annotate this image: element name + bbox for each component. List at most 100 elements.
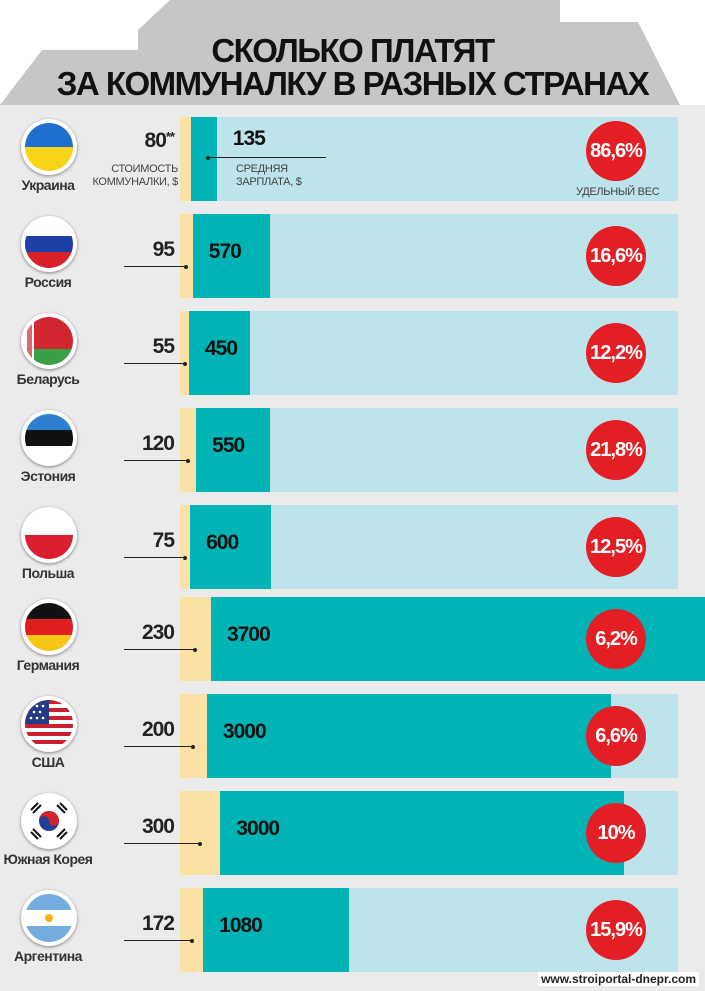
avg-salary-label: СРЕДНЯЯ ЗАРПЛАТА, $ (236, 163, 302, 188)
country-row: Беларусь 55 450 12,2% (0, 311, 705, 395)
salary-bar (190, 505, 271, 589)
country-name: США (31, 754, 65, 770)
argentina-flag-icon (21, 890, 77, 946)
utility-cost-bar (180, 505, 191, 589)
leader-dot (184, 264, 189, 269)
country-row: Эстония 120 550 21,8% (0, 408, 705, 492)
utility-leader-line (124, 843, 201, 844)
country-row: Германия 230 3700 6,2% (0, 597, 705, 681)
utility-leader-line (124, 460, 189, 461)
salary-value: 3700 (226, 623, 271, 646)
share-badge: 21,8% (586, 420, 646, 480)
share-badge: 15,9% (586, 900, 646, 960)
poland-flag-icon (21, 507, 77, 563)
usa-flag-icon (21, 696, 77, 752)
country-row: Россия 95 570 16,6% (0, 214, 705, 298)
country-row: США 200 3000 6,6% (0, 694, 705, 778)
estonia-flag-icon (21, 410, 77, 466)
utility-cost-number: 80 (144, 129, 167, 152)
utility-cost-label: СТОИМОСТЬ КОММУНАЛКИ, $ (92, 163, 178, 188)
utility-cost-value: 120 (124, 432, 175, 456)
utility-cost-bar (180, 791, 221, 875)
salary-value: 450 (205, 337, 238, 360)
utility-cost-value: 80** (124, 129, 176, 153)
share-badge: 6,6% (586, 706, 646, 766)
country-row: Южная Корея 300 3000 10% (0, 791, 705, 875)
country-row: Аргентина 172 1080 15,9% (0, 888, 705, 972)
utility-leader-line (124, 557, 186, 558)
country-name: Россия (24, 274, 72, 290)
salary-value: 135 (232, 127, 266, 150)
utility-cost-value: 230 (124, 621, 175, 645)
country-row: Украина 80** 135 86,6% (0, 117, 705, 201)
utility-cost-number: 75 (152, 529, 175, 552)
utility-leader-line (124, 266, 187, 267)
salary-bar (190, 117, 217, 201)
ukraine-flag-icon (21, 119, 77, 175)
utility-cost-number: 55 (152, 335, 175, 358)
leader-dot (198, 841, 203, 846)
leader-dot (183, 555, 188, 560)
utility-cost-bar (180, 117, 191, 201)
share-badge: 12,5% (586, 517, 646, 577)
germany-flag-icon (21, 599, 77, 655)
footnote-mark: ** (165, 129, 175, 144)
share-badge: 86,6% (586, 121, 646, 181)
country-name: Беларусь (16, 371, 80, 387)
watermark: www.stroiportal-dnepr.com (538, 972, 699, 986)
country-name: Аргентина (14, 948, 82, 964)
utility-cost-value: 95 (124, 238, 175, 262)
bar-track (180, 505, 678, 589)
utility-cost-number: 172 (141, 912, 175, 935)
utility-cost-bar (180, 311, 189, 395)
utility-cost-value: 55 (124, 335, 175, 359)
utility-cost-number: 230 (141, 621, 175, 644)
salary-bar (192, 214, 270, 298)
utility-cost-bar (180, 888, 204, 972)
utility-leader-line (124, 746, 194, 747)
salary-bar (189, 311, 250, 395)
salary-value: 570 (208, 240, 242, 263)
utility-cost-bar (180, 597, 211, 681)
salary-bar (206, 694, 611, 778)
utility-cost-number: 120 (141, 432, 175, 455)
leader-dot (186, 458, 191, 463)
leader-dot (191, 744, 196, 749)
country-row: Польша 75 600 12,5% (0, 505, 705, 589)
share-badge: 12,2% (586, 323, 646, 383)
country-name: Польша (21, 565, 75, 581)
utility-leader-line (208, 157, 326, 158)
utility-leader-line (124, 940, 192, 941)
salary-value: 3000 (236, 817, 280, 840)
salary-bar (203, 888, 349, 972)
utility-cost-number: 300 (141, 815, 175, 838)
salary-bar (196, 408, 271, 492)
salary-value: 600 (206, 531, 239, 554)
utility-cost-value: 172 (124, 912, 175, 936)
country-name: Германия (16, 657, 80, 673)
utility-leader-line (124, 363, 185, 364)
utility-cost-value: 75 (124, 529, 175, 553)
share-badge: 6,2% (586, 609, 646, 669)
leader-dot (193, 647, 198, 652)
country-name: Южная Корея (3, 851, 93, 867)
russia-flag-icon (21, 216, 77, 272)
chart-title-line-1: СКОЛЬКО ПЛАТЯТ (211, 32, 495, 69)
leader-dot (206, 155, 210, 160)
salary-value: 1080 (219, 914, 263, 937)
bar-track (180, 791, 678, 875)
country-name: Украина (21, 177, 75, 193)
utility-cost-bar (180, 408, 197, 492)
south-korea-flag-icon (21, 793, 77, 849)
country-name: Эстония (20, 468, 76, 484)
share-label: УДЕЛЬНЫЙ ВЕС (576, 186, 660, 198)
salary-value: 3000 (222, 720, 267, 743)
share-badge: 16,6% (586, 226, 646, 286)
utility-cost-bar (180, 694, 207, 778)
utility-cost-number: 200 (141, 718, 175, 741)
salary-value: 550 (212, 434, 245, 457)
utility-cost-value: 200 (124, 718, 175, 742)
utility-cost-value: 300 (124, 815, 175, 839)
salary-bar (220, 791, 625, 875)
leader-dot (182, 361, 187, 366)
